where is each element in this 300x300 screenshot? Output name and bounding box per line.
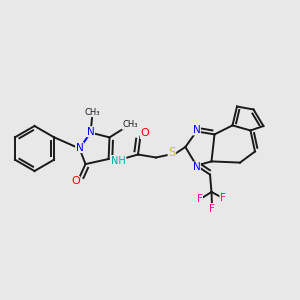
Text: O: O <box>71 176 80 187</box>
Text: N: N <box>76 142 83 153</box>
Text: N: N <box>87 127 94 137</box>
Text: F: F <box>220 193 226 203</box>
Text: F: F <box>209 203 215 214</box>
Text: CH₃: CH₃ <box>84 108 100 117</box>
Text: S: S <box>168 146 175 159</box>
Text: N: N <box>193 162 200 172</box>
Text: N: N <box>193 125 200 135</box>
Text: CH₃: CH₃ <box>122 120 138 129</box>
Text: O: O <box>140 128 149 139</box>
Text: F: F <box>196 194 202 205</box>
Text: NH: NH <box>111 155 126 166</box>
